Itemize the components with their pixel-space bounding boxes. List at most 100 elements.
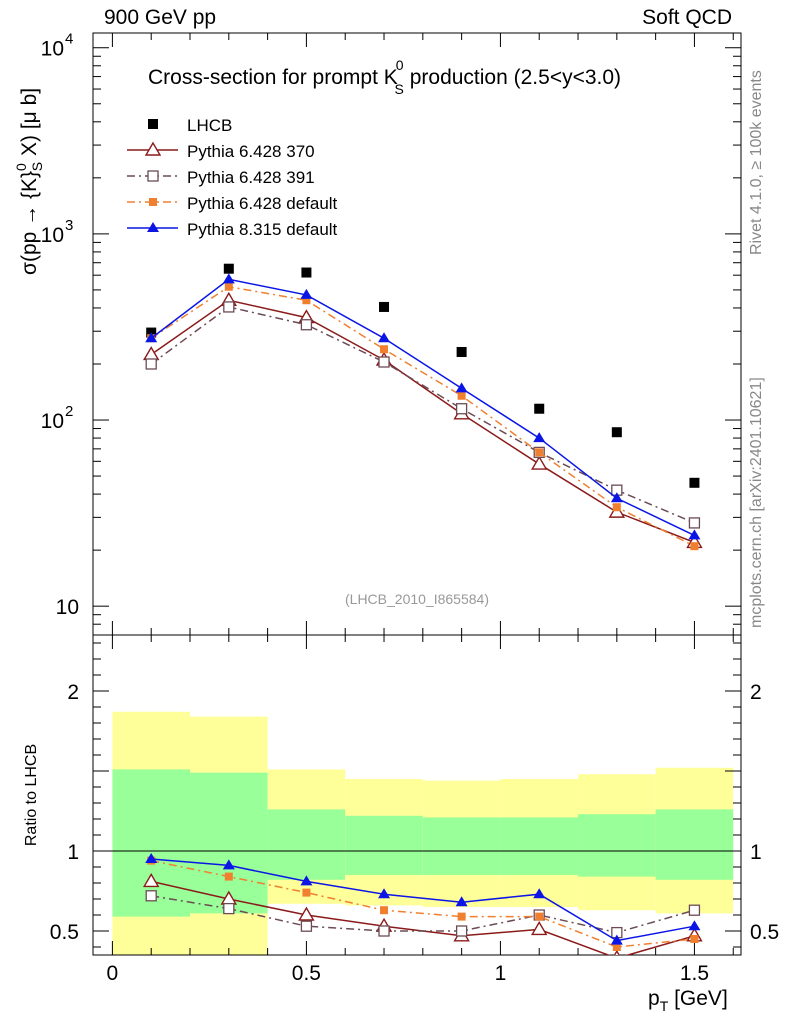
y-tick-exponent: 3 [65, 217, 73, 234]
process-label: 900 GeV pp [104, 6, 217, 29]
legend-label: Pythia 6.428 default [187, 194, 338, 213]
y-tick-label-right: 0.5 [750, 921, 779, 944]
uncertainty-band-inner [578, 814, 656, 877]
x-tick-label: 0 [107, 962, 119, 985]
legend-item: Pythia 6.428 370 [127, 141, 315, 161]
series-ratio-pythia-8-315-default [145, 853, 701, 945]
uncertainty-band-inner [500, 817, 579, 875]
y-tick-label-left: 2 [67, 681, 79, 704]
data-point [222, 859, 235, 870]
data-point [535, 912, 544, 921]
data-point [223, 263, 234, 274]
chart-title: Cross-section for prompt K0 S production … [148, 57, 621, 97]
data-point [301, 267, 312, 278]
data-point [222, 273, 235, 284]
data-point [611, 427, 622, 438]
data-point [149, 198, 157, 206]
x-axis-label: pT [GeV] [648, 987, 728, 1014]
data-point [145, 332, 158, 343]
data-point [455, 382, 468, 393]
y-ticks-main [93, 47, 741, 636]
data-point [457, 391, 466, 400]
data-point [531, 921, 548, 936]
data-point [302, 888, 311, 897]
data-point [144, 141, 162, 156]
data-point [378, 356, 390, 368]
legend-label: Pythia 8.315 default [187, 220, 338, 239]
y-tick-label: 10 [56, 596, 79, 619]
data-point [224, 282, 233, 291]
series-main-pythia-6-428-default [147, 282, 699, 551]
data-point [613, 949, 620, 955]
ratio-series-group [142, 853, 703, 955]
data-point [380, 345, 389, 354]
uncertainty-band-inner [345, 815, 423, 875]
data-point [298, 906, 315, 921]
legend: LHCB Pythia 6.428 370 Pythia 6.428 391 Pyth… [127, 116, 338, 239]
data-point [688, 517, 701, 529]
y-tick-label-right: 1 [750, 841, 762, 864]
data-point [300, 319, 313, 331]
data-point [147, 170, 159, 182]
uncertainty-band-inner [267, 809, 346, 880]
y-tick-label-left: 1 [67, 841, 79, 864]
main-y-axis-label: σ(pp → {K}0S X) [μ b] [13, 88, 45, 275]
y-tick-label: 10 [41, 224, 64, 247]
data-point [224, 872, 233, 881]
series-line [150, 299, 695, 544]
ratio-bands [112, 711, 734, 955]
legend-item: Pythia 6.428 default [127, 194, 338, 213]
data-point [689, 477, 700, 488]
data-point [145, 358, 157, 370]
series-line [150, 285, 695, 547]
data-point [147, 222, 159, 232]
data-point [455, 925, 468, 937]
series-line [151, 859, 695, 948]
data-point [455, 896, 468, 907]
y-tick-label-right: 2 [750, 681, 762, 704]
x-tick-label: 1.5 [680, 962, 709, 985]
data-point [142, 873, 160, 888]
legend-label: Pythia 6.428 391 [187, 168, 315, 187]
series-main-pythia-8-315-default [145, 273, 701, 540]
data-point [300, 288, 313, 299]
data-point [300, 875, 313, 886]
data-point [378, 332, 391, 343]
data-point [457, 912, 466, 921]
series-line [151, 895, 695, 934]
data-point [533, 432, 546, 443]
series-line [151, 858, 695, 942]
data-point [610, 492, 623, 503]
data-point [378, 925, 390, 937]
data-point [223, 902, 235, 915]
data-point [378, 888, 391, 899]
uncertainty-band-inner [655, 809, 734, 880]
data-point [610, 934, 623, 945]
analysis-tag: (LHCB_2010_I865584) [345, 591, 489, 607]
data-point [534, 403, 545, 414]
uncertainty-band-inner [422, 817, 501, 875]
data-point [300, 920, 313, 932]
x-ticks [111, 33, 734, 955]
legend-item: LHCB [148, 116, 232, 135]
data-point [223, 301, 235, 313]
y-tick-label: 10 [41, 38, 64, 61]
data-point [612, 943, 621, 951]
x-tick-label: 1 [495, 962, 507, 985]
legend-item: Pythia 6.428 391 [127, 168, 315, 187]
data-point [455, 403, 468, 415]
data-point [379, 301, 390, 312]
y-tick-exponent: 4 [65, 31, 73, 48]
data-point [142, 346, 160, 361]
y-tick-label: 10 [41, 410, 64, 433]
data-point [535, 448, 544, 457]
y-tick-exponent: 2 [65, 403, 73, 420]
legend-item: Pythia 8.315 default [127, 220, 338, 239]
data-point [612, 503, 621, 512]
y-ticks-ratio [93, 642, 741, 948]
category-label: Soft QCD [642, 6, 732, 29]
legend-label: Pythia 6.428 370 [187, 142, 315, 161]
data-point [456, 346, 467, 357]
data-point [302, 296, 311, 305]
